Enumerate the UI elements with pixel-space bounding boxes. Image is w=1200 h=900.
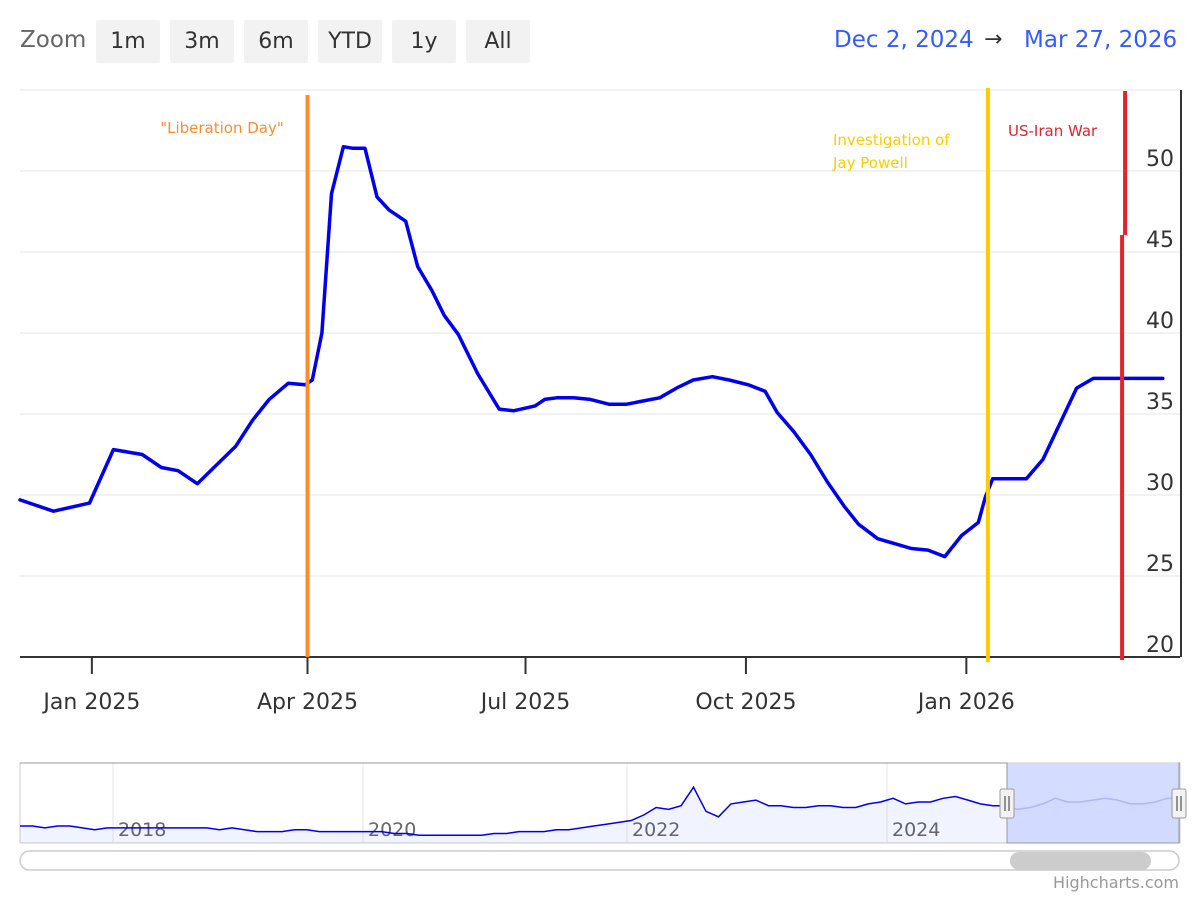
scrollbar-track[interactable]: [19, 850, 1180, 871]
navigator-year-label: 2022: [632, 819, 680, 841]
y-tick-label: 20: [1146, 633, 1174, 658]
zoom-ytd-button[interactable]: YTD: [318, 20, 382, 63]
x-tick-label: Jan 2026: [916, 690, 1015, 715]
zoom-3m-button[interactable]: 3m: [170, 20, 234, 63]
range-arrow-icon: →: [984, 27, 1003, 52]
iran-war-label: US-Iran War: [1008, 122, 1098, 140]
x-tick-label: Oct 2025: [695, 690, 796, 715]
navigator-left-handle[interactable]: [999, 788, 1015, 819]
navigator-year-label: 2024: [892, 819, 940, 841]
range-selector: Zoom 1m 3m 6m YTD 1y All Dec 2, 2024 → M…: [0, 0, 1200, 80]
navigator-series-line: [20, 785, 1180, 837]
x-tick-label: Jan 2025: [41, 690, 140, 715]
navigator-panel: [19, 762, 1181, 844]
y-tick-label: 50: [1146, 147, 1174, 172]
y-tick-label: 45: [1146, 228, 1174, 253]
zoom-1y-button[interactable]: 1y: [392, 20, 456, 63]
y-tick-label: 30: [1146, 471, 1174, 496]
zoom-all-button[interactable]: All: [466, 20, 530, 63]
navigator-area: [20, 787, 1180, 843]
navigator-selection-mask[interactable]: [1007, 763, 1179, 843]
navigator-right-handle[interactable]: [1171, 788, 1187, 819]
navigator-outline: [20, 762, 1180, 844]
y-tick-label: 25: [1146, 552, 1174, 577]
y-tick-label: 35: [1146, 390, 1174, 415]
y-tick-label: 40: [1146, 309, 1174, 334]
range-from-input[interactable]: Dec 2, 2024: [834, 27, 974, 53]
powell-investigation-label: Jay Powell: [832, 154, 908, 172]
credits-link[interactable]: Highcharts.com: [1053, 873, 1179, 892]
range-to-input[interactable]: Mar 27, 2026: [1024, 27, 1178, 53]
scrollbar-thumb[interactable]: [1010, 852, 1151, 870]
powell-investigation-label: Investigation of: [833, 131, 950, 149]
zoom-6m-button[interactable]: 6m: [244, 20, 308, 63]
navigator-year-label: 2018: [118, 819, 166, 841]
zoom-1m-button[interactable]: 1m: [96, 20, 160, 63]
x-tick-label: Jul 2025: [479, 690, 571, 715]
navigator-year-label: 2020: [368, 819, 416, 841]
x-tick-label: Apr 2025: [257, 690, 358, 715]
zoom-label: Zoom: [20, 27, 87, 53]
liberation-day-label: "Liberation Day": [160, 119, 284, 137]
